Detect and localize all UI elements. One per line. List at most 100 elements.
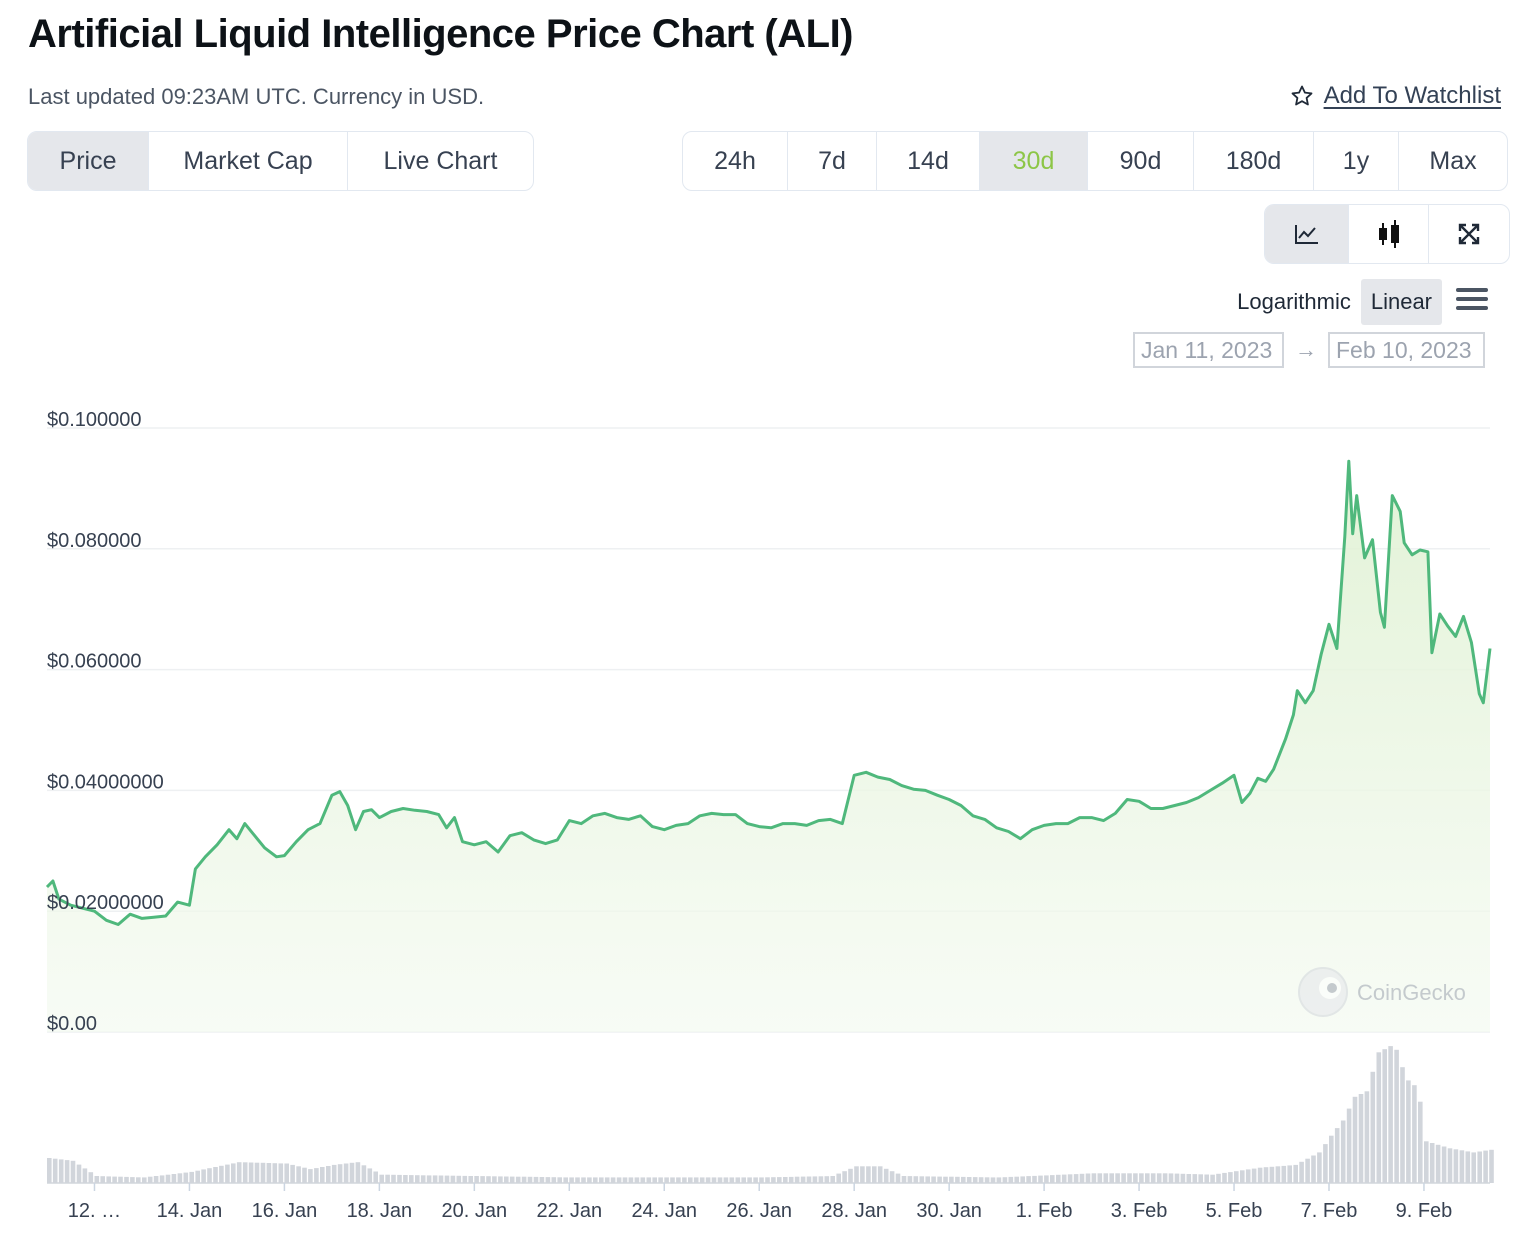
volume-bar bbox=[699, 1177, 705, 1183]
volume-bar bbox=[913, 1176, 919, 1183]
scale-logarithmic[interactable]: Logarithmic bbox=[1237, 289, 1351, 314]
volume-bar bbox=[1044, 1175, 1049, 1183]
range-7d[interactable]: 7d bbox=[788, 132, 877, 190]
volume-bar bbox=[842, 1171, 847, 1183]
volume-bar bbox=[379, 1174, 384, 1183]
range-24h[interactable]: 24h bbox=[683, 132, 788, 190]
volume-bar bbox=[236, 1162, 242, 1183]
volume-bar bbox=[361, 1165, 367, 1183]
add-to-watchlist-link[interactable]: Add To Watchlist bbox=[1290, 82, 1501, 110]
chart-type-selector bbox=[1264, 204, 1510, 264]
volume-bar bbox=[153, 1176, 159, 1183]
volume-bar bbox=[676, 1177, 681, 1183]
tab-live-chart[interactable]: Live Chart bbox=[383, 146, 498, 175]
volume-bar bbox=[1471, 1152, 1476, 1183]
volume-bar bbox=[966, 1177, 972, 1183]
volume-bar bbox=[302, 1167, 307, 1183]
line-chart-button[interactable] bbox=[1265, 205, 1349, 263]
time-range-selector: 24h 7d 14d 30d 90d 180d 1y Max bbox=[682, 131, 1508, 191]
volume-bar bbox=[818, 1176, 824, 1183]
expand-icon bbox=[1458, 223, 1480, 245]
volume-bar bbox=[1008, 1176, 1014, 1183]
x-tick-label: 5. Feb bbox=[1206, 1200, 1263, 1222]
volume-bar bbox=[225, 1164, 230, 1183]
volume-bar bbox=[171, 1174, 177, 1183]
volume-bar bbox=[474, 1176, 479, 1183]
x-tick-label: 26. Jan bbox=[726, 1200, 792, 1222]
volume-bar bbox=[509, 1176, 515, 1183]
volume-bar bbox=[824, 1176, 830, 1183]
volume-bar bbox=[118, 1176, 123, 1183]
date-from-input[interactable] bbox=[1133, 332, 1284, 368]
volume-bar bbox=[76, 1164, 82, 1183]
volume-bar bbox=[201, 1169, 206, 1183]
range-90d[interactable]: 90d bbox=[1088, 132, 1194, 190]
volume-bar bbox=[616, 1177, 622, 1183]
date-to-input[interactable] bbox=[1328, 332, 1485, 368]
volume-bar bbox=[628, 1177, 634, 1183]
volume-bar bbox=[1287, 1165, 1292, 1183]
volume-bar bbox=[486, 1176, 491, 1183]
volume-bar bbox=[1400, 1067, 1405, 1183]
candlestick-button[interactable] bbox=[1349, 205, 1429, 263]
range-1y[interactable]: 1y bbox=[1314, 132, 1399, 190]
volume-bar bbox=[450, 1175, 456, 1183]
volume-bar bbox=[1186, 1174, 1192, 1183]
x-tick-label: 18. Jan bbox=[347, 1200, 413, 1222]
volume-bar bbox=[1281, 1165, 1287, 1183]
volume-bar bbox=[1435, 1144, 1441, 1183]
volume-bar bbox=[877, 1166, 883, 1183]
volume-bar bbox=[1317, 1152, 1322, 1183]
volume-bar bbox=[937, 1176, 942, 1183]
volume-bar bbox=[409, 1175, 414, 1183]
volume-bar bbox=[581, 1177, 586, 1183]
volume-bar bbox=[1204, 1174, 1209, 1183]
volume-bar bbox=[551, 1177, 557, 1183]
volume-bar bbox=[741, 1177, 746, 1183]
volume-bar bbox=[1061, 1174, 1067, 1183]
volume-bar bbox=[415, 1175, 420, 1183]
y-tick-label: $0.04000000 bbox=[47, 771, 164, 793]
scale-toggle: Logarithmic Linear bbox=[1227, 279, 1488, 325]
volume-bar bbox=[1240, 1170, 1245, 1183]
volume-bar bbox=[231, 1163, 236, 1183]
volume-bar bbox=[658, 1177, 663, 1183]
star-icon bbox=[1291, 85, 1312, 106]
volume-bar bbox=[88, 1172, 94, 1183]
chart-menu-button[interactable] bbox=[1456, 286, 1488, 318]
tab-price[interactable]: Price bbox=[28, 132, 149, 190]
volume-bar bbox=[634, 1177, 640, 1183]
volume-bar bbox=[652, 1177, 657, 1183]
volume-bar bbox=[830, 1176, 835, 1183]
volume-bar bbox=[1489, 1149, 1494, 1183]
page-title: Artificial Liquid Intelligence Price Cha… bbox=[28, 12, 854, 56]
volume-bar bbox=[1085, 1173, 1091, 1183]
volume-bar bbox=[1056, 1174, 1061, 1183]
volume-bar bbox=[308, 1169, 313, 1183]
range-30d[interactable]: 30d bbox=[980, 132, 1088, 190]
volume-bar bbox=[984, 1177, 990, 1183]
volume-bar bbox=[919, 1176, 925, 1183]
volume-bar bbox=[1453, 1149, 1459, 1183]
volume-bar bbox=[794, 1176, 800, 1183]
volume-bar bbox=[64, 1160, 70, 1183]
volume-bar bbox=[943, 1176, 948, 1183]
volume-bar bbox=[646, 1177, 652, 1183]
volume-bar bbox=[1150, 1173, 1156, 1183]
volume-bar bbox=[391, 1174, 396, 1183]
tab-market-cap[interactable]: Market Cap bbox=[149, 132, 348, 190]
range-14d[interactable]: 14d bbox=[877, 132, 980, 190]
range-max[interactable]: Max bbox=[1429, 146, 1477, 175]
fullscreen-button[interactable] bbox=[1429, 205, 1509, 263]
scale-linear[interactable]: Linear bbox=[1360, 279, 1442, 325]
volume-bar bbox=[1180, 1173, 1186, 1183]
volume-bar bbox=[705, 1177, 711, 1183]
range-180d[interactable]: 180d bbox=[1194, 132, 1314, 190]
volume-bar bbox=[527, 1176, 533, 1183]
volume-bar bbox=[403, 1175, 408, 1183]
volume-bar bbox=[907, 1176, 913, 1183]
volume-bar bbox=[136, 1177, 141, 1183]
volume-bar bbox=[1412, 1085, 1417, 1183]
volume-bar bbox=[385, 1174, 390, 1183]
